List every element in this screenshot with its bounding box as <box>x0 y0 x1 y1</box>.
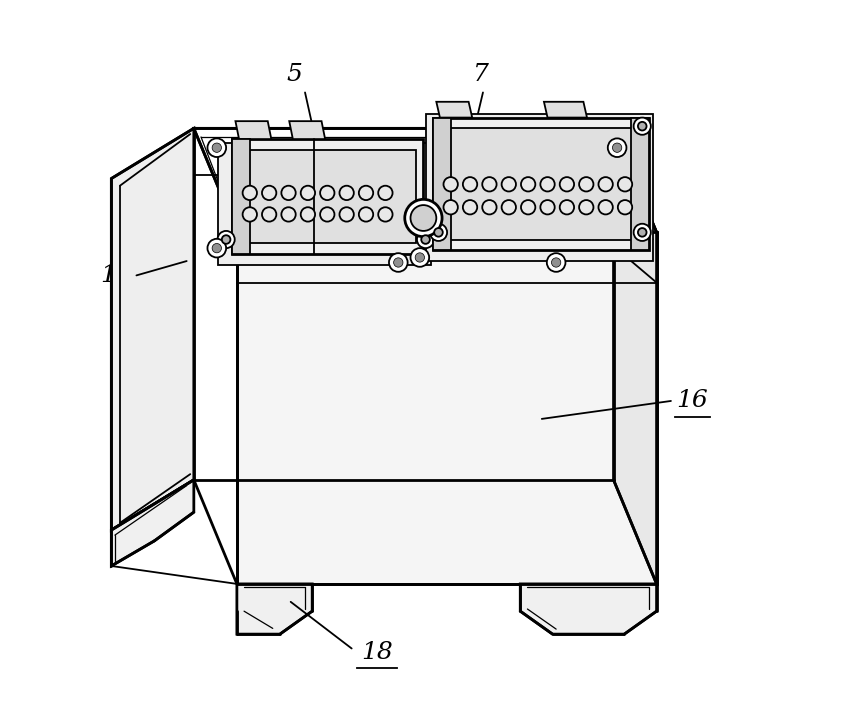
Circle shape <box>540 200 554 215</box>
Circle shape <box>358 208 373 221</box>
Text: 7: 7 <box>473 63 488 86</box>
Circle shape <box>300 208 315 221</box>
Polygon shape <box>519 584 656 634</box>
Circle shape <box>339 208 353 221</box>
Circle shape <box>429 223 447 241</box>
Circle shape <box>212 143 221 153</box>
Circle shape <box>617 200 631 215</box>
Circle shape <box>281 208 295 221</box>
Polygon shape <box>236 584 312 634</box>
Circle shape <box>633 118 650 134</box>
Circle shape <box>378 186 392 200</box>
Circle shape <box>607 138 626 157</box>
Circle shape <box>443 177 457 192</box>
Circle shape <box>443 200 457 215</box>
Circle shape <box>222 235 230 244</box>
Circle shape <box>416 231 433 248</box>
Circle shape <box>242 186 257 200</box>
Circle shape <box>242 208 257 221</box>
Circle shape <box>218 231 235 248</box>
Circle shape <box>378 208 392 221</box>
Circle shape <box>633 223 650 241</box>
Polygon shape <box>436 102 472 118</box>
Circle shape <box>540 177 554 192</box>
Circle shape <box>501 177 515 192</box>
Circle shape <box>520 177 535 192</box>
Text: 5: 5 <box>286 63 302 86</box>
Circle shape <box>462 200 477 215</box>
Circle shape <box>520 200 535 215</box>
Polygon shape <box>231 139 423 254</box>
Circle shape <box>462 177 477 192</box>
Polygon shape <box>443 128 641 239</box>
Text: 1: 1 <box>100 264 115 287</box>
Text: 16: 16 <box>676 390 707 412</box>
Circle shape <box>637 122 646 130</box>
Circle shape <box>578 177 593 192</box>
Circle shape <box>300 186 315 200</box>
Circle shape <box>546 253 565 272</box>
Circle shape <box>501 200 515 215</box>
Circle shape <box>262 208 276 221</box>
Polygon shape <box>432 118 450 250</box>
Circle shape <box>410 205 436 231</box>
Circle shape <box>559 200 573 215</box>
Polygon shape <box>242 150 415 243</box>
Circle shape <box>578 200 593 215</box>
Circle shape <box>393 258 403 268</box>
Circle shape <box>433 228 442 236</box>
Polygon shape <box>194 128 656 232</box>
Circle shape <box>207 239 226 257</box>
Polygon shape <box>231 139 249 254</box>
Polygon shape <box>630 118 648 250</box>
Circle shape <box>598 200 612 215</box>
Polygon shape <box>289 121 325 139</box>
Circle shape <box>551 258 560 268</box>
Circle shape <box>320 208 334 221</box>
Circle shape <box>207 138 226 157</box>
Polygon shape <box>425 114 653 261</box>
Circle shape <box>598 177 612 192</box>
Polygon shape <box>235 121 271 139</box>
Circle shape <box>617 177 631 192</box>
Polygon shape <box>612 128 656 584</box>
Circle shape <box>482 177 496 192</box>
Circle shape <box>421 235 429 244</box>
Circle shape <box>358 186 373 200</box>
Circle shape <box>482 200 496 215</box>
Circle shape <box>612 143 621 153</box>
Circle shape <box>262 186 276 200</box>
Circle shape <box>388 253 407 272</box>
Circle shape <box>281 186 295 200</box>
Polygon shape <box>543 102 586 118</box>
Circle shape <box>404 200 442 236</box>
Circle shape <box>410 248 429 267</box>
Circle shape <box>339 186 353 200</box>
Text: 18: 18 <box>361 641 392 664</box>
Polygon shape <box>218 142 430 265</box>
Polygon shape <box>236 232 656 584</box>
Polygon shape <box>111 128 194 530</box>
Circle shape <box>637 228 646 236</box>
Polygon shape <box>432 118 648 250</box>
Circle shape <box>320 186 334 200</box>
Polygon shape <box>111 480 194 566</box>
Circle shape <box>415 253 424 262</box>
Circle shape <box>212 244 221 253</box>
Circle shape <box>559 177 573 192</box>
